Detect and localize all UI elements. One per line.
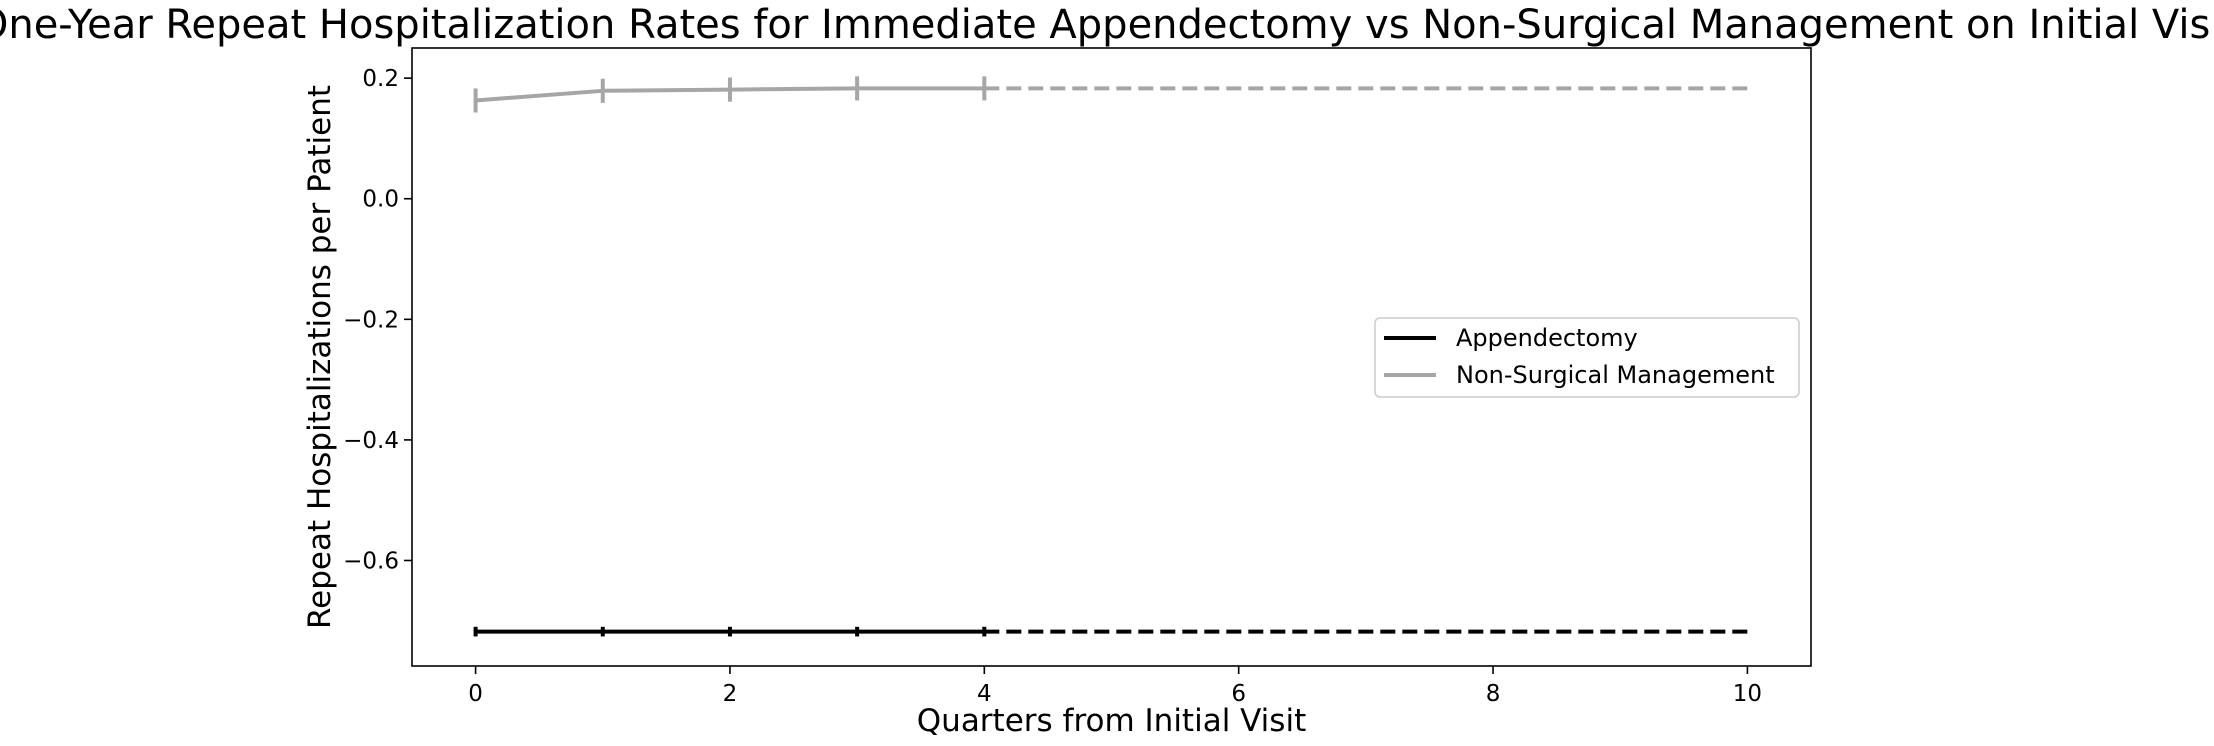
x-tick-label: 0 (468, 681, 483, 707)
series-1 (473, 76, 1748, 113)
plot-frame (411, 47, 1812, 667)
y-axis: −0.6 −0.4 −0.2 0.0 0.2 (343, 66, 412, 574)
data-point (727, 87, 732, 92)
data-point (473, 98, 478, 103)
legend: Appendectomy Non-Surgical Management (1374, 317, 1800, 398)
x-tick-label: 2 (723, 681, 738, 707)
plot-area (411, 47, 1812, 667)
data-point (855, 86, 860, 91)
y-tick-label: −0.4 (343, 428, 399, 454)
series-layer (473, 76, 1748, 637)
x-tick-label: 4 (977, 681, 992, 707)
data-point (727, 629, 732, 634)
legend-label: Non-Surgical Management (1456, 361, 1775, 389)
x-tick-label: 6 (1231, 681, 1246, 707)
x-tick-label: 10 (1733, 681, 1762, 707)
series-0 (473, 626, 1748, 637)
legend-box (1374, 317, 1800, 398)
data-point (600, 88, 605, 93)
legend-label: Appendectomy (1456, 324, 1638, 352)
y-tick-label: −0.6 (343, 548, 399, 574)
y-tick-label: −0.2 (343, 307, 399, 333)
y-tick-label: 0.0 (362, 187, 399, 213)
y-tick-label: 0.2 (362, 66, 399, 92)
x-axis: 0 2 4 6 8 10 (468, 666, 1762, 707)
data-point (855, 629, 860, 634)
y-axis-label: Repeat Hospitalizations per Patient (302, 85, 338, 629)
x-axis-label: Quarters from Initial Visit (917, 703, 1306, 739)
data-point (600, 629, 605, 634)
chart-title: One-Year Repeat Hospitalization Rates fo… (0, 2, 2214, 48)
x-tick-label: 8 (1486, 681, 1501, 707)
data-point (473, 629, 478, 634)
legend-items: Appendectomy Non-Surgical Management (1384, 324, 1775, 389)
